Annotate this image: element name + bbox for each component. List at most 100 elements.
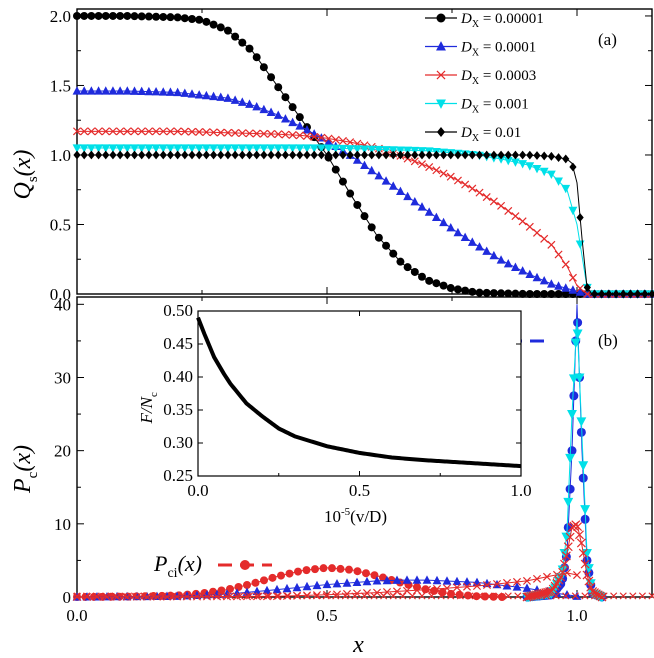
panel-b-xtick-label: 0.5: [316, 606, 337, 625]
panel-b-point: [561, 551, 571, 561]
panel-b-baseline-point: [130, 592, 139, 600]
panel-a-point: [130, 144, 139, 153]
panel-b-baseline-point: [188, 592, 196, 600]
panel-a-point: [252, 53, 261, 62]
panel-a-point: [547, 151, 555, 161]
panel-a-point: [245, 144, 254, 153]
panel-b-point: [578, 473, 588, 483]
panel-a-point: [173, 87, 183, 97]
panel-a-point: [274, 83, 283, 92]
panel-b-baseline-point: [581, 592, 589, 600]
panel-b-point: [576, 417, 587, 427]
panel-b-point: [268, 573, 277, 582]
panel-a-point: [454, 150, 462, 160]
panel-b-baseline-point: [293, 592, 301, 600]
panel-b-baseline-point: [619, 592, 627, 600]
panel-b-point: [285, 569, 294, 578]
inset-ytick-label: 0.35: [163, 400, 193, 419]
panel-b-baseline-point: [485, 592, 493, 600]
panel-b-point: [319, 564, 328, 573]
panel-a-point: [266, 144, 276, 153]
panel-a-point: [346, 189, 355, 198]
inset-ytick-label: 0.45: [163, 334, 193, 353]
panel-b-point: [122, 592, 132, 601]
panel-a-point: [158, 87, 168, 96]
inset-frame: [197, 310, 522, 477]
panel-a-point: [267, 73, 276, 82]
panel-a-point: [72, 127, 82, 136]
panel-a-point: [461, 150, 469, 160]
panel-b-point: [422, 575, 432, 584]
panel-a-point: [352, 145, 362, 154]
panel-a-point: [259, 104, 269, 114]
panel-a-point: [274, 130, 283, 139]
panel-b-point: [575, 530, 584, 540]
panel-b-point: [292, 582, 302, 592]
panel-b-baseline-point: [504, 592, 512, 600]
panel-b-point: [379, 573, 387, 582]
panel-b-point: [251, 578, 260, 587]
panel-b-point: [142, 591, 152, 601]
panel-a-point: [181, 150, 189, 160]
panel-a-point: [504, 289, 513, 298]
panel-b-xtick-label: 1.0: [566, 606, 587, 625]
panel-b-baseline-point: [475, 592, 484, 600]
panel-b-point: [142, 592, 152, 601]
panel-b-point: [492, 579, 502, 589]
panel-a-point: [511, 212, 520, 221]
panel-a-point: [331, 135, 340, 144]
panel-b-point: [561, 532, 572, 543]
panel-a-point: [346, 150, 354, 160]
panel-a-point: [209, 128, 218, 137]
panel-a-point: [245, 44, 254, 53]
panel-a-point: [447, 150, 455, 160]
inset-xtick-label: 1.0: [510, 481, 531, 500]
panel-a-point: [231, 150, 239, 160]
panel-a-point: [525, 290, 534, 298]
panel-a-point: [223, 26, 232, 35]
panel-a-point: [130, 127, 139, 136]
panel-a-point: [583, 283, 591, 292]
panel-b-baseline-point: [571, 592, 579, 600]
panel-b-point: [311, 565, 319, 574]
panel-b-point: [522, 576, 532, 585]
panel-a-point: [72, 144, 82, 153]
panel-b-point: [234, 582, 243, 591]
panel-a-point: [201, 144, 211, 153]
panel-a-point: [396, 150, 405, 160]
panel-a-point: [496, 255, 506, 264]
panel-b-point: [565, 532, 575, 542]
panel-a-point: [576, 284, 585, 293]
panel-a-point: [403, 263, 412, 272]
panel-b-point: [382, 575, 392, 585]
panel-a-point: [561, 184, 571, 194]
panel-b-baseline-point: [284, 592, 292, 600]
panel-a-point: [648, 289, 654, 299]
panel-a-point: [475, 288, 484, 297]
panel-b-point: [567, 446, 577, 456]
panel-a-point: [360, 150, 369, 160]
panel-b-point: [580, 505, 591, 515]
panel-a-point: [151, 144, 161, 153]
panel-a-point: [115, 86, 125, 95]
panel-a-point: [331, 165, 340, 174]
panel-a-point: [231, 32, 240, 41]
panel-a-point: [374, 145, 384, 155]
panel-a-label: (a): [598, 30, 617, 49]
panel-a-point: [388, 181, 398, 190]
panel-b-point: [576, 538, 586, 548]
panel-a-point: [532, 165, 542, 174]
panel-b-point: [512, 577, 522, 586]
panel-a-point: [101, 144, 111, 153]
panel-a-point: [116, 127, 125, 136]
panel-a-point: [518, 160, 528, 169]
panel-a-point: [209, 150, 218, 160]
panel-b-baseline-point: [495, 592, 503, 600]
panel-a-point: [546, 170, 556, 179]
panel-a-point: [230, 144, 240, 153]
panel-a-point: [525, 269, 535, 278]
annotation-pci-marker: [240, 560, 250, 570]
panel-a-point: [73, 150, 81, 160]
panel-a-point: [332, 150, 340, 160]
panel-a-series-0: [73, 11, 654, 298]
